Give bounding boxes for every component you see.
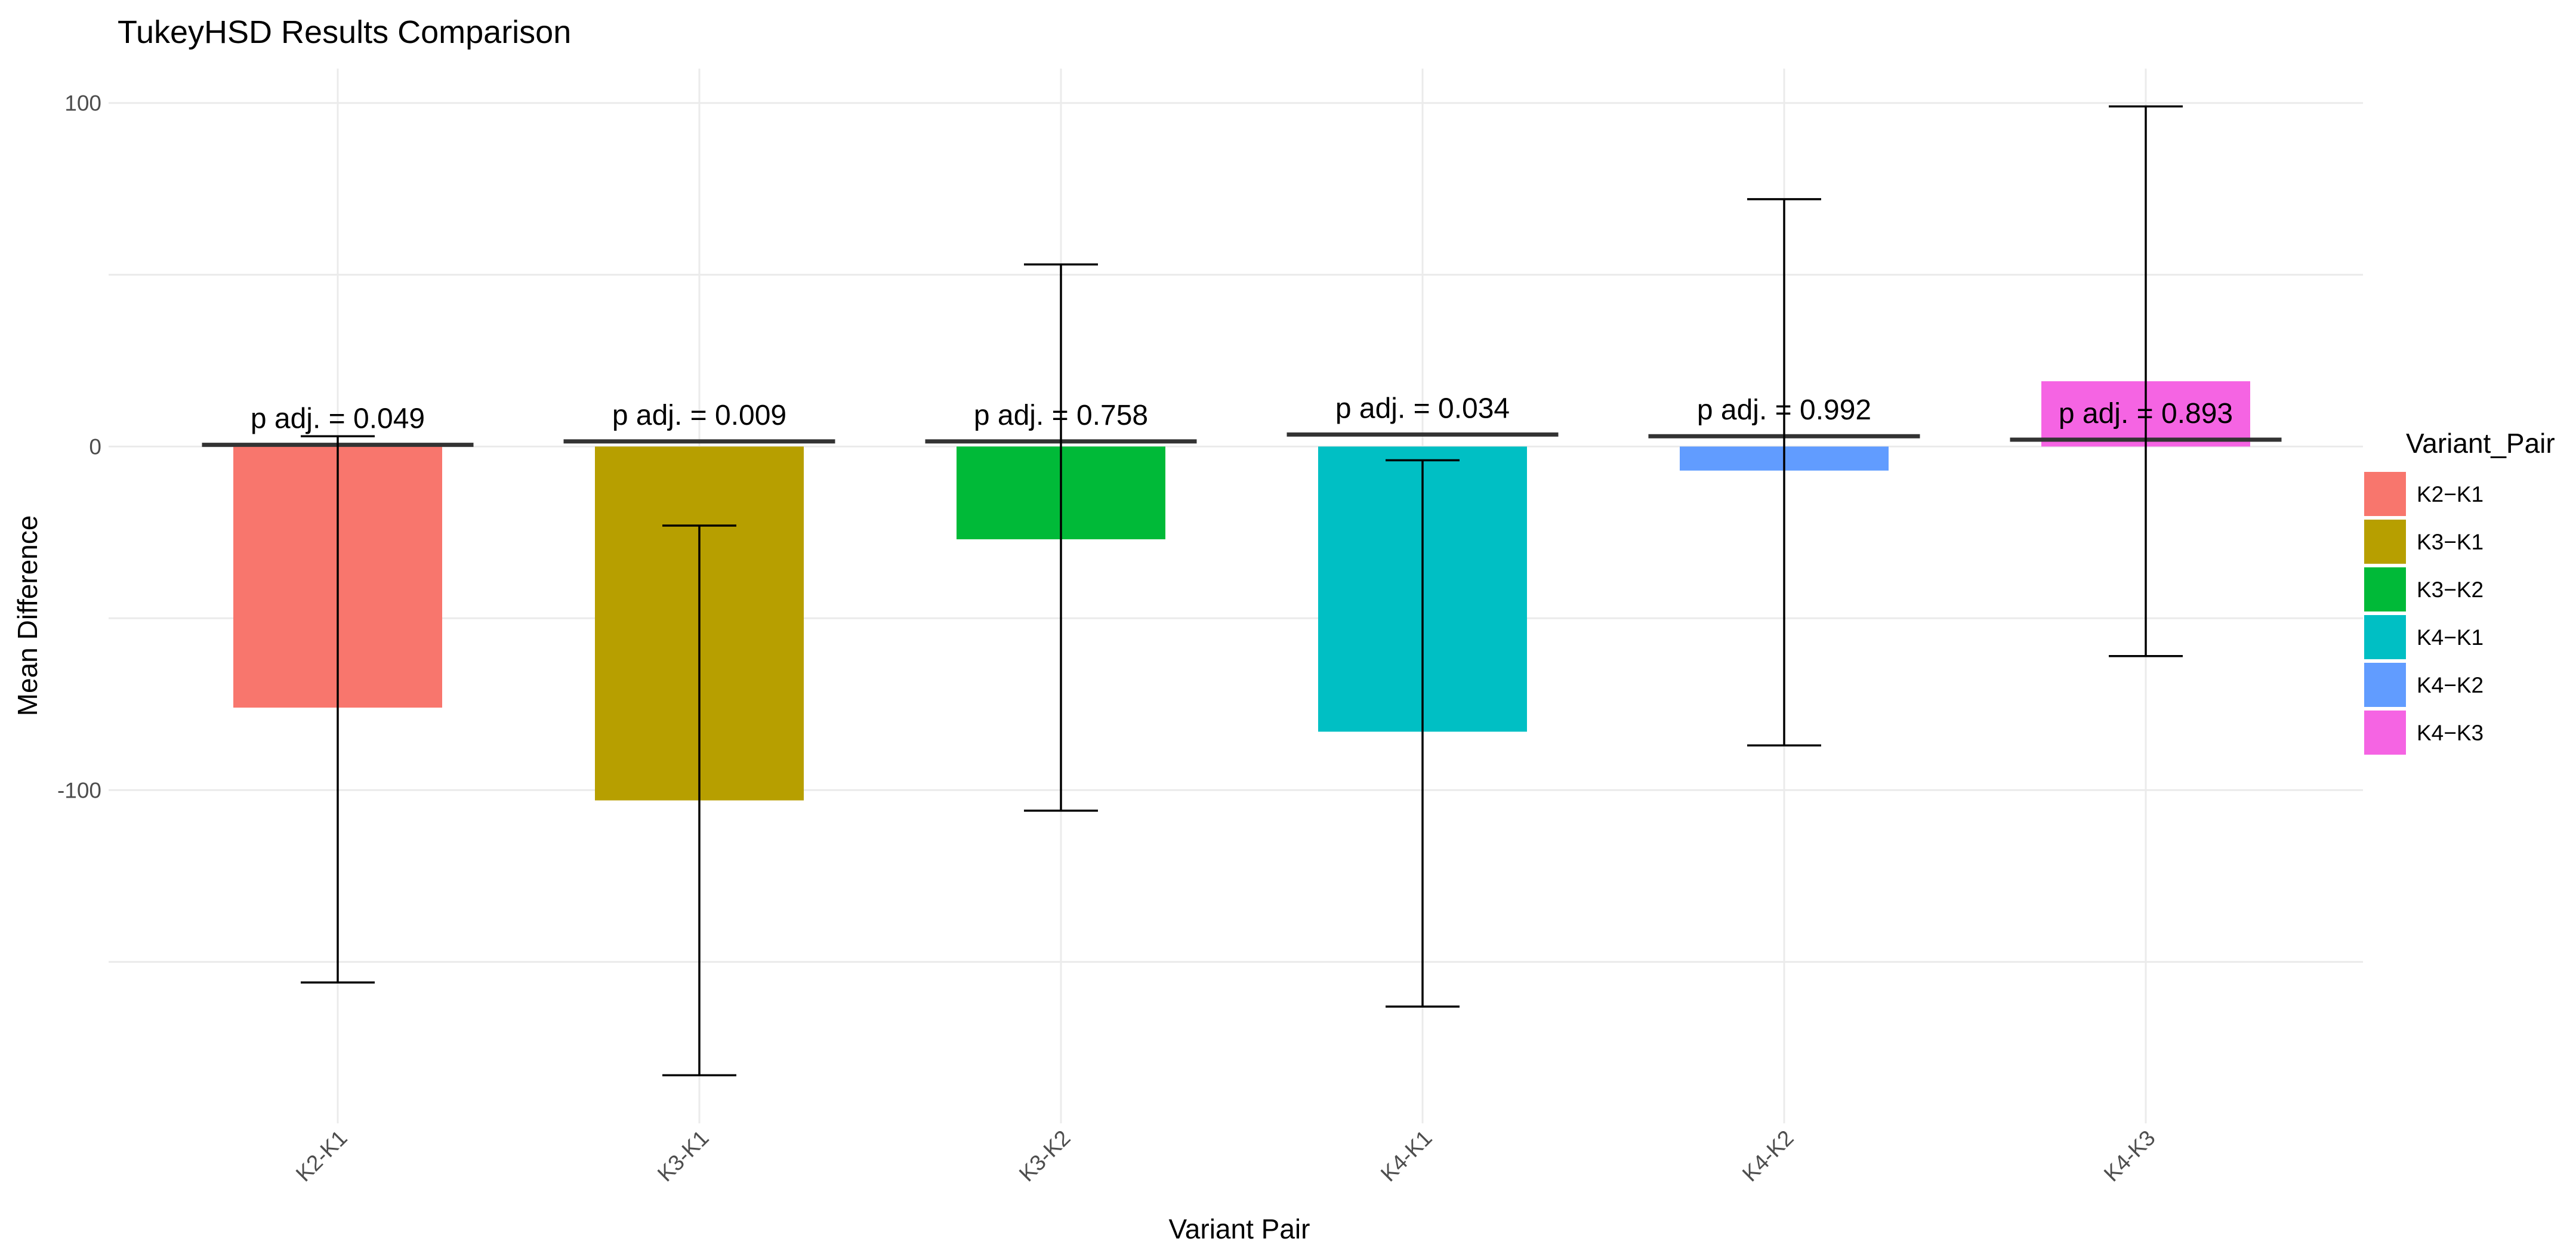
legend: Variant_Pair K2−K1 K3−K1 K3−K2 K4−K1 K4−K2 K4… — [2364, 428, 2555, 755]
legend-key — [2364, 567, 2406, 611]
x-axis-title: Variant Pair — [1169, 1213, 1310, 1244]
annotation-layer: p adj. = 0.049 p adj. = 0.009 p adj. = 0.7… — [251, 393, 2233, 434]
legend-title: Variant_Pair — [2406, 428, 2555, 459]
p-adj-label: p adj. = 0.049 — [251, 403, 425, 435]
legend-key — [2364, 711, 2406, 755]
chart-title: TukeyHSD Results Comparison — [118, 14, 571, 50]
error-bar-layer — [301, 105, 2183, 1077]
y-tick-label: -100 — [57, 778, 101, 802]
legend-label: K4−K1 — [2417, 625, 2484, 650]
legend-key — [2364, 520, 2406, 564]
legend-key — [2364, 615, 2406, 659]
legend-label: K2−K1 — [2417, 482, 2484, 506]
y-tick-label: 0 — [89, 434, 101, 459]
p-adj-label: p adj. = 0.034 — [1335, 393, 1510, 424]
p-adj-label: p adj. = 0.992 — [1697, 394, 1871, 426]
legend-label: K3−K2 — [2417, 577, 2484, 602]
p-adj-label: p adj. = 0.009 — [612, 400, 786, 431]
legend-key — [2364, 663, 2406, 707]
p-adj-label: p adj. = 0.758 — [974, 400, 1148, 431]
legend-label: K3−K1 — [2417, 530, 2484, 554]
p-adj-label: p adj. = 0.893 — [2059, 398, 2233, 430]
legend-label: K4−K2 — [2417, 673, 2484, 697]
legend-label: K4−K3 — [2417, 721, 2484, 745]
y-tick-label: 100 — [64, 91, 101, 116]
legend-key — [2364, 472, 2406, 516]
y-axis-title: Mean Difference — [12, 515, 43, 716]
